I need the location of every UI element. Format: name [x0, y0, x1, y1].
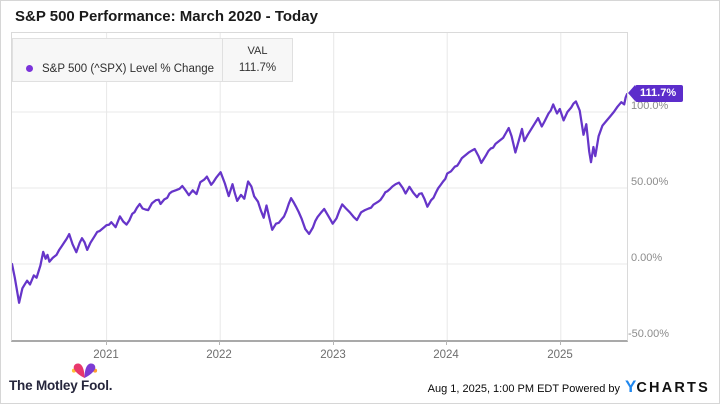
y-axis-label: -50.00%: [628, 328, 669, 340]
ycharts-logo-text: CHARTS: [636, 380, 710, 396]
series-current-value: 111.7%: [238, 62, 277, 74]
x-axis-tick: [106, 341, 107, 345]
ycharts-logo-y: Y: [625, 377, 637, 396]
motley-fool-wordmark: The Motley Fool.: [9, 378, 113, 393]
legend-series-row: S&P 500 (^SPX) Level % Change: [13, 39, 222, 81]
value-column-header: VAL: [247, 45, 268, 57]
x-axis-label: 2023: [320, 349, 346, 361]
x-axis-tick: [560, 341, 561, 345]
series-label: S&P 500 (^SPX) Level % Change: [42, 62, 215, 75]
jester-hat-icon: [71, 363, 98, 378]
page-title: S&P 500 Performance: March 2020 - Today: [15, 8, 318, 25]
y-axis-label: 50.00%: [631, 176, 669, 188]
series-color-dot: [26, 65, 33, 72]
x-axis-label: 2024: [433, 349, 459, 361]
x-axis-tick: [446, 341, 447, 345]
x-axis-label: 2021: [93, 349, 119, 361]
price-line-chart: [12, 33, 627, 340]
x-axis-label: 2025: [547, 349, 573, 361]
y-axis-label: 100.0%: [631, 100, 669, 112]
plot-area: [11, 32, 628, 342]
legend-value-column: VAL 111.7%: [222, 39, 292, 81]
ycharts-attribution: Aug 1, 2025, 1:00 PM EDT Powered by Y CH…: [428, 377, 710, 397]
last-value-badge: 111.7%: [627, 85, 684, 102]
motley-fool-logo: The Motley Fool.: [9, 363, 113, 395]
x-axis-label: 2022: [206, 349, 232, 361]
timestamp: Aug 1, 2025, 1:00 PM EDT Powered by: [427, 383, 621, 395]
chart-legend: S&P 500 (^SPX) Level % Change VAL 111.7%: [12, 38, 293, 82]
x-axis-tick: [219, 341, 220, 345]
y-axis-label: 0.00%: [631, 252, 663, 264]
x-axis-tick: [333, 341, 334, 345]
